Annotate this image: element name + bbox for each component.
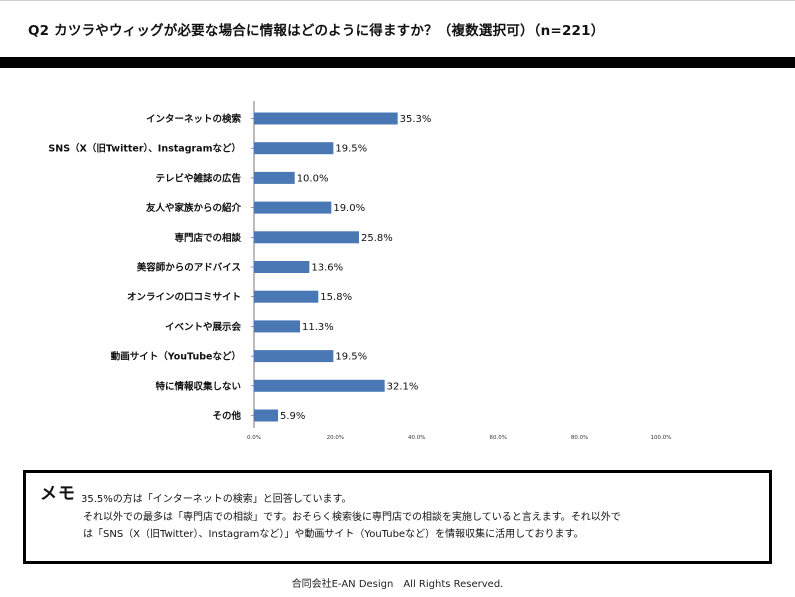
memo-box: メモ 35.5%の方は「インターネットの検索」と回答しています。 それ以外での最… xyxy=(23,470,772,564)
data-label: 19.0% xyxy=(333,203,365,214)
category-label: 特に情報収集しない xyxy=(155,380,241,392)
x-tick-label: 20.0% xyxy=(327,435,344,441)
data-label: 5.9% xyxy=(280,411,305,422)
x-tick-label: 40.0% xyxy=(408,435,425,441)
category-label: オンラインの口コミサイト xyxy=(127,292,241,303)
bar xyxy=(254,112,398,125)
category-label: 美容師からのアドバイス xyxy=(136,262,241,274)
category-label: その他 xyxy=(212,410,241,422)
bar xyxy=(254,231,360,244)
memo-text: 35.5%の方は「インターネットの検索」と回答しています。 それ以外での最多は「… xyxy=(81,491,761,544)
memo-title: メモ xyxy=(40,484,76,504)
data-label: 19.5% xyxy=(335,352,367,363)
data-label: 13.6% xyxy=(311,263,343,274)
data-label: 19.5% xyxy=(335,144,367,155)
category-label: 友人や家族からの紹介 xyxy=(145,202,242,214)
memo-line: は「SNS（X（旧Twitter）、Instagramなど）」や動画サイト（Yo… xyxy=(83,529,584,540)
category-label: テレビや雑誌の広告 xyxy=(155,172,241,184)
category-label: 動画サイト（YouTubeなど） xyxy=(111,351,241,363)
chart-axes xyxy=(251,101,255,428)
data-label: 11.3% xyxy=(302,322,334,333)
bar xyxy=(254,290,319,303)
data-label: 32.1% xyxy=(387,381,419,392)
bar xyxy=(254,261,310,273)
x-tick-labels: 0.0% 20.0% 40.0% 60.0% 80.0% 100.0% xyxy=(247,435,671,441)
bar xyxy=(254,409,279,422)
x-tick-label: 80.0% xyxy=(571,435,588,441)
category-label: SNS（X（旧Twitter）、Instagramなど） xyxy=(48,143,241,155)
category-label: インターネットの検索 xyxy=(146,113,242,125)
bar xyxy=(254,142,334,155)
data-label: 25.8% xyxy=(361,233,393,244)
memo-line: それ以外での最多は「専門店での相談」です。おそらく検索後に専門店での相談を実施し… xyxy=(83,511,621,523)
x-tick-label: 100.0% xyxy=(651,435,672,441)
bar xyxy=(254,320,300,333)
category-labels: インターネットの検索 SNS（X（旧Twitter）、Instagramなど） テレ… xyxy=(48,113,241,422)
copyright-footer: 合同会社E-AN Design All Rights Reserved. xyxy=(291,579,504,590)
x-tick-label: 0.0% xyxy=(247,435,261,441)
x-tick-label: 60.0% xyxy=(489,435,506,441)
bar xyxy=(254,379,385,392)
value-labels: 35.3% 19.5% 10.0% 19.0% 25.8% 13.6% 15.8% 11.3%… xyxy=(280,114,431,422)
page-title: Q2 カツラやウィッグが必要な場合に情報はどのように得ますか？（複数選択可）（n… xyxy=(28,23,605,39)
category-label: イベントや展示会 xyxy=(165,321,242,333)
title-underline-bar xyxy=(0,57,795,68)
chart-bars xyxy=(254,112,398,422)
bar-chart: インターネットの検索 SNS（X（旧Twitter）、Instagramなど） テレ… xyxy=(48,101,671,441)
memo-line: 35.5%の方は「インターネットの検索」と回答しています。 xyxy=(81,494,352,505)
bar xyxy=(254,350,334,363)
data-label: 10.0% xyxy=(297,173,329,184)
category-label: 専門店での相談 xyxy=(174,232,241,244)
top-divider xyxy=(0,0,795,1)
bar xyxy=(254,171,295,184)
bar xyxy=(254,201,332,214)
data-label: 15.8% xyxy=(320,292,352,303)
data-label: 35.3% xyxy=(400,114,432,125)
